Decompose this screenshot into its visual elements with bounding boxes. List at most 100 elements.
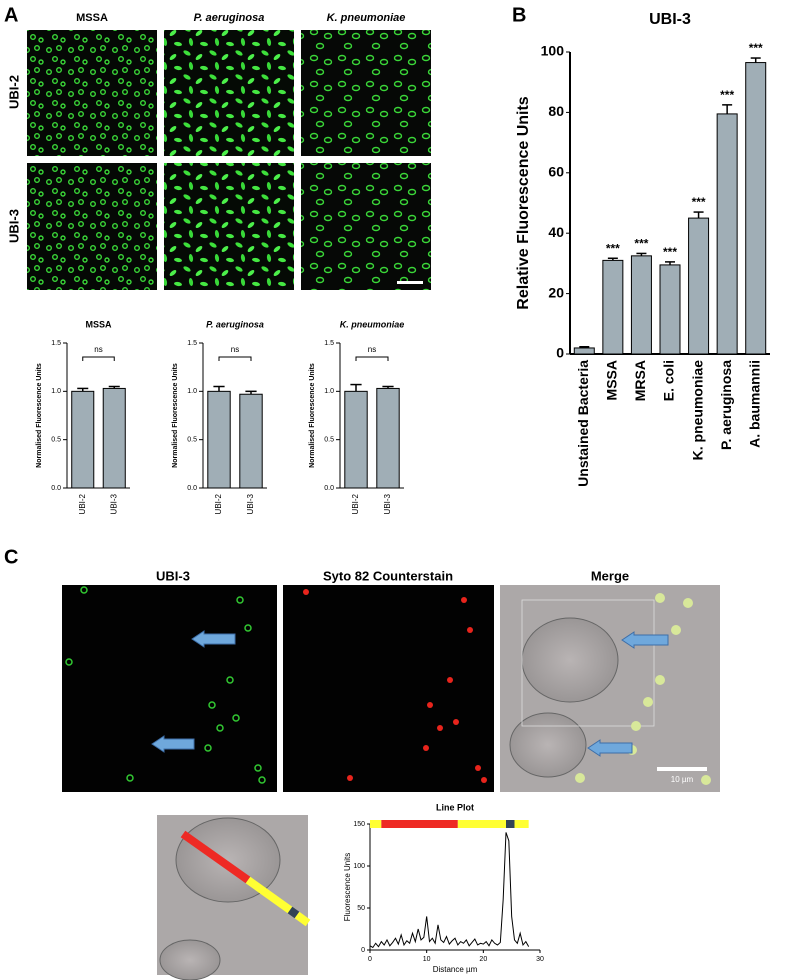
x-tick-label: 10 [423, 956, 431, 963]
roi [521, 599, 655, 727]
cell [509, 712, 587, 778]
annotation: ns [94, 345, 102, 354]
y-tick-label: 1.0 [51, 388, 61, 395]
bar [659, 264, 681, 355]
chart-title: P. aeruginosa [206, 319, 264, 329]
y-tick-label: 80 [548, 103, 564, 119]
row-label: UBI-3 [6, 209, 21, 243]
bar [688, 217, 710, 355]
chart-title: MSSA [85, 319, 112, 329]
cell [521, 617, 619, 703]
y-tick-label: 150 [353, 821, 365, 828]
y-axis-label: Normalised Fluorescence Units [36, 363, 43, 468]
y-tick-label: 20 [548, 284, 564, 300]
y-axis-label: Relative Fluorescence Units [515, 96, 532, 310]
y-tick-label: 0.0 [51, 485, 61, 492]
panel-label: C [4, 546, 18, 568]
y-axis-label: Normalised Fluorescence Units [309, 363, 316, 468]
y-tick-label: 0 [556, 345, 564, 361]
image-title: K. pneumoniae [327, 12, 406, 24]
x-tick-label: P. aeruginosa [718, 360, 734, 450]
x-axis-label: Distance µm [433, 965, 478, 974]
y-axis-label: Normalised Fluorescence Units [172, 363, 179, 468]
x-tick-label: 30 [536, 956, 544, 963]
bar [239, 393, 263, 489]
bracket [82, 356, 115, 361]
color-bar-segment [370, 820, 382, 828]
y-tick-label: 50 [357, 905, 365, 912]
x-tick-label: UBI-3 [109, 493, 118, 514]
y-axis-label: Fluorescence Units [343, 853, 352, 921]
significance: *** [692, 195, 706, 209]
y-tick-label: 0 [361, 947, 365, 954]
y-tick-label: 100 [353, 863, 365, 870]
x-tick-label: 0 [368, 956, 372, 963]
bar [102, 387, 126, 489]
bar [344, 390, 368, 489]
scale-label: 10 µm [671, 775, 694, 784]
line-roi [287, 906, 300, 919]
image-title: Merge [591, 568, 629, 583]
significance: *** [606, 241, 620, 255]
annotation: ns [231, 345, 239, 354]
line-roi [180, 830, 251, 884]
line-roi [294, 911, 311, 927]
cell [159, 939, 221, 980]
x-tick-label: UBI-3 [383, 493, 392, 514]
bacteria [65, 586, 266, 784]
y-tick-label: 0.0 [187, 485, 197, 492]
chart-title: UBI-3 [649, 11, 691, 28]
bar [716, 113, 738, 355]
micrograph [27, 30, 157, 156]
bracket [355, 356, 389, 361]
annotation: ns [368, 345, 376, 354]
arrows [151, 630, 669, 757]
bacteria [303, 589, 487, 783]
significance: *** [720, 88, 734, 102]
chart-title: K. pneumoniae [340, 319, 405, 329]
bar [745, 62, 767, 355]
y-tick-label: 1.0 [187, 388, 197, 395]
x-tick-label: A. baumannii [746, 360, 762, 448]
image-title: UBI-3 [156, 568, 190, 583]
color-bar-segment [506, 820, 515, 828]
bar [376, 387, 400, 489]
y-tick-label: 60 [548, 164, 564, 180]
micrograph [27, 163, 157, 290]
micrograph [62, 585, 277, 792]
significance: *** [749, 41, 763, 55]
y-tick-label: 100 [541, 43, 565, 59]
bar [630, 255, 652, 355]
y-tick-label: 1.5 [324, 340, 334, 347]
color-bar-segment [381, 820, 458, 828]
significance: *** [663, 245, 677, 259]
bar [602, 259, 624, 355]
x-tick-label: E. coli [661, 360, 677, 401]
chart-title: Line Plot [436, 802, 474, 812]
line [369, 832, 530, 949]
color-bar-segment [514, 820, 529, 828]
layout: A B C MSSA P. aeruginosa K. pneumoniae U… [4, 4, 720, 980]
bar [71, 390, 95, 489]
micrograph [164, 163, 294, 290]
x-tick-label: 20 [479, 956, 487, 963]
color-bar-segment [457, 820, 506, 828]
x-tick-label: UBI-2 [78, 493, 87, 514]
x-tick-label: UBI-3 [246, 493, 255, 514]
row-label: UBI-2 [6, 75, 21, 109]
image-title: P. aeruginosa [194, 12, 265, 24]
image-title: Syto 82 Counterstain [323, 568, 453, 583]
y-tick-label: 1.5 [51, 340, 61, 347]
bar [207, 390, 231, 489]
bar [573, 347, 595, 355]
panel-label: B [512, 4, 526, 26]
y-tick-label: 1.5 [187, 340, 197, 347]
panel-label: A [4, 4, 18, 26]
micrograph [164, 30, 294, 156]
x-tick-label: UBI-2 [214, 493, 223, 514]
y-tick-label: 1.0 [324, 388, 334, 395]
x-tick-label: MSSA [604, 360, 620, 400]
significance: *** [634, 237, 648, 251]
y-tick-label: 0.5 [187, 437, 197, 444]
